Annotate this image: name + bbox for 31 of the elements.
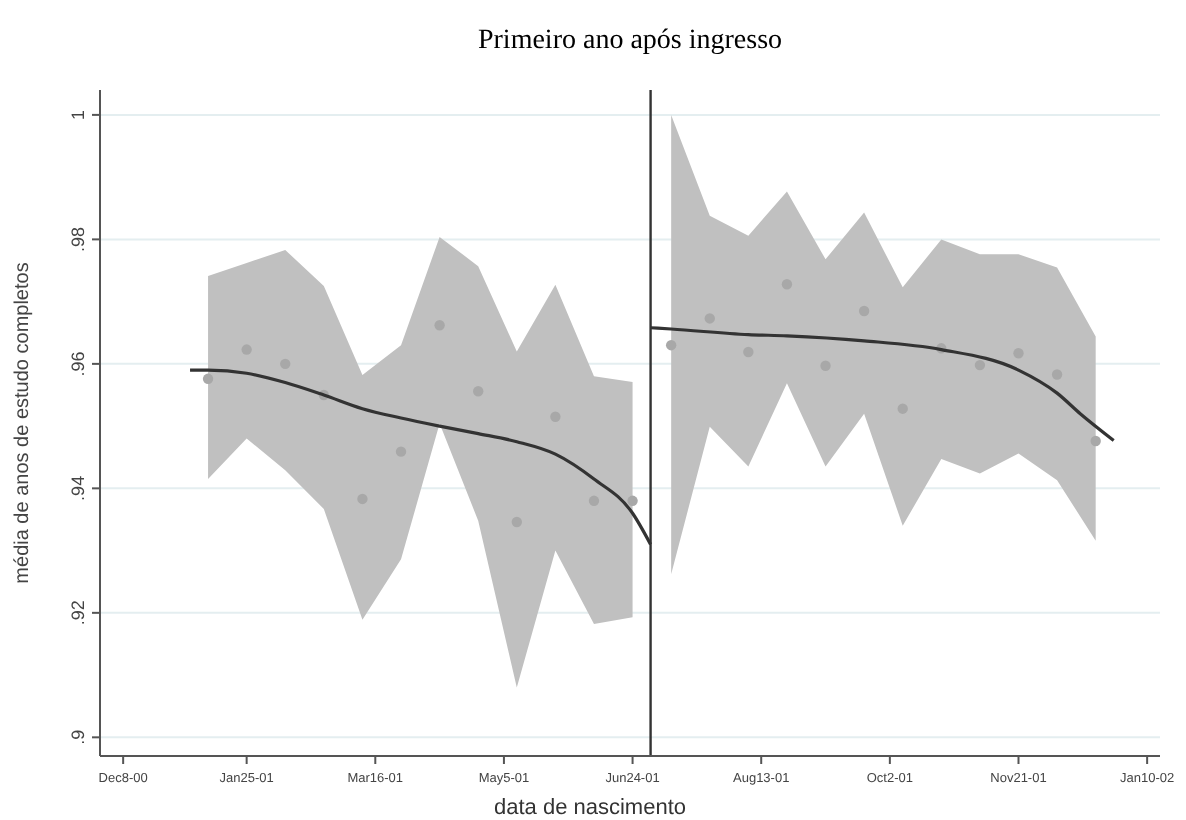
y-tick-label: .9 bbox=[68, 729, 88, 745]
point bbox=[781, 279, 793, 290]
point bbox=[202, 373, 214, 385]
point bbox=[241, 344, 252, 355]
point bbox=[897, 403, 908, 414]
point bbox=[1013, 348, 1024, 359]
point bbox=[395, 446, 407, 457]
point bbox=[627, 495, 638, 506]
y-tick-label: .96 bbox=[68, 351, 88, 377]
point bbox=[588, 495, 600, 506]
point bbox=[974, 359, 986, 371]
y-tick-label: 1 bbox=[68, 109, 88, 120]
point bbox=[357, 493, 368, 505]
point bbox=[665, 340, 677, 351]
y-axis-title: média de anos de estudo completos bbox=[12, 262, 34, 584]
point bbox=[820, 360, 831, 371]
y-tick-label: .92 bbox=[68, 600, 88, 626]
point bbox=[280, 358, 291, 370]
point bbox=[704, 313, 715, 324]
x-axis-title: data de nascimento bbox=[493, 796, 687, 820]
point bbox=[858, 305, 870, 317]
point bbox=[1051, 369, 1063, 380]
point bbox=[511, 516, 522, 528]
point bbox=[1090, 435, 1101, 447]
point bbox=[743, 346, 754, 358]
chart-title: Primeiro ano após ingresso bbox=[477, 26, 783, 56]
point bbox=[434, 320, 445, 331]
point bbox=[473, 386, 484, 397]
y-tick-label: .94 bbox=[68, 475, 88, 501]
point bbox=[550, 411, 561, 422]
y-tick-label: .98 bbox=[68, 226, 88, 252]
